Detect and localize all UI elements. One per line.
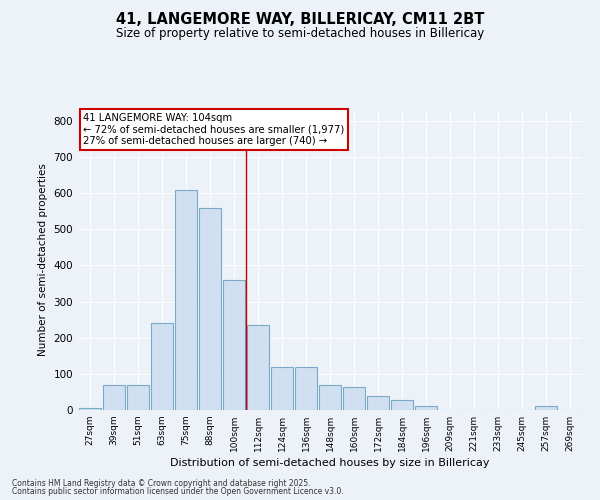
Bar [199, 208, 221, 410]
X-axis label: Distribution of semi-detached houses by size in Billericay: Distribution of semi-detached houses by … [170, 458, 490, 468]
Bar [343, 386, 365, 410]
Bar [391, 400, 413, 410]
Bar [127, 384, 149, 410]
Bar [295, 366, 317, 410]
Bar [535, 406, 557, 410]
Bar [247, 325, 269, 410]
Bar [175, 190, 197, 410]
Bar [271, 366, 293, 410]
Text: Size of property relative to semi-detached houses in Billericay: Size of property relative to semi-detach… [116, 28, 484, 40]
Bar [319, 384, 341, 410]
Y-axis label: Number of semi-detached properties: Number of semi-detached properties [38, 164, 48, 356]
Bar [79, 408, 101, 410]
Bar [223, 280, 245, 410]
Bar [367, 396, 389, 410]
Bar [151, 324, 173, 410]
Text: Contains public sector information licensed under the Open Government Licence v3: Contains public sector information licen… [12, 487, 344, 496]
Text: 41 LANGEMORE WAY: 104sqm
← 72% of semi-detached houses are smaller (1,977)
27% o: 41 LANGEMORE WAY: 104sqm ← 72% of semi-d… [83, 113, 344, 146]
Text: Contains HM Land Registry data © Crown copyright and database right 2025.: Contains HM Land Registry data © Crown c… [12, 478, 311, 488]
Bar [415, 406, 437, 410]
Bar [103, 384, 125, 410]
Text: 41, LANGEMORE WAY, BILLERICAY, CM11 2BT: 41, LANGEMORE WAY, BILLERICAY, CM11 2BT [116, 12, 484, 28]
